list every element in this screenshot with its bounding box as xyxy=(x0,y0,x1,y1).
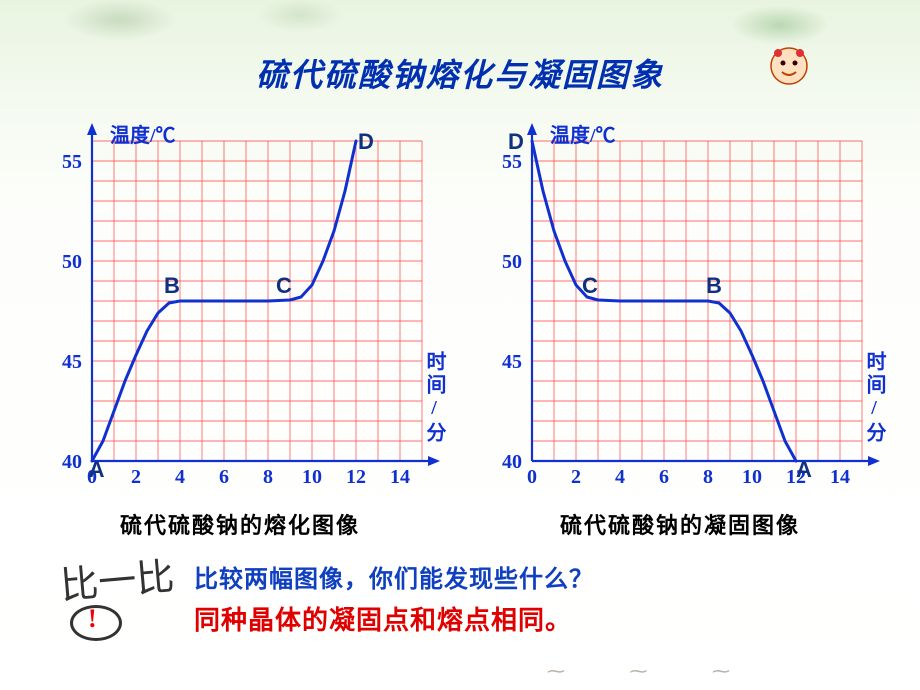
svg-text:温度/℃: 温度/℃ xyxy=(110,123,176,147)
compare-badge: 比一比 xyxy=(60,550,174,645)
svg-text:45: 45 xyxy=(502,351,522,373)
svg-text:A: A xyxy=(89,457,105,482)
svg-text:14: 14 xyxy=(830,466,850,488)
svg-text:C: C xyxy=(276,273,292,298)
svg-text:10: 10 xyxy=(742,466,762,488)
svg-text:40: 40 xyxy=(502,451,522,473)
melting-chart-block: 0246810121440455055温度/℃时间/分ABCD 硫代硫酸钠的熔化… xyxy=(30,121,450,540)
svg-text:B: B xyxy=(706,273,722,298)
svg-text:50: 50 xyxy=(62,251,82,273)
charts-container: 0 2 4 6 8 10 12 14 40 45 50 55 温度/℃ 时间/分 A B C D 硫代硫酸钠的熔化… xyxy=(0,96,920,545)
svg-text:45: 45 xyxy=(62,351,82,373)
answer-text: 同种晶体的凝固点和熔点相同。 xyxy=(194,600,594,637)
svg-text:C: C xyxy=(582,273,598,298)
decorative-birds-icon: ⁓ ⁓ ⁓ xyxy=(547,661,760,682)
freezing-chart: 0246810121440455055温度/℃时间/分DCBA xyxy=(470,121,890,501)
svg-text:D: D xyxy=(358,129,374,154)
svg-text:4: 4 xyxy=(615,466,625,488)
svg-text:B: B xyxy=(164,273,180,298)
svg-text:10: 10 xyxy=(302,466,322,488)
svg-text:50: 50 xyxy=(502,251,522,273)
svg-text:8: 8 xyxy=(703,466,713,488)
svg-text:55: 55 xyxy=(62,151,82,173)
melting-chart: 0246810121440455055温度/℃时间/分ABCD xyxy=(30,121,450,501)
melting-caption: 硫代硫酸钠的熔化图像 xyxy=(30,508,450,540)
svg-text:时间/分: 时间/分 xyxy=(423,351,446,445)
svg-text:2: 2 xyxy=(131,466,141,488)
svg-text:6: 6 xyxy=(659,466,669,488)
qa-block: 比较两幅图像，你们能发现些什么？ 同种晶体的凝固点和熔点相同。 xyxy=(194,559,594,637)
cartoon-mascot-icon xyxy=(768,45,810,87)
freezing-caption: 硫代硫酸钠的凝固图像 xyxy=(470,508,890,540)
freezing-chart-block: 0246810121440455055温度/℃时间/分DCBA 硫代硫酸钠的凝固… xyxy=(470,121,890,540)
svg-text:0: 0 xyxy=(527,466,537,488)
svg-text:温度/℃: 温度/℃ xyxy=(550,123,616,147)
svg-text:8: 8 xyxy=(263,466,273,488)
svg-text:4: 4 xyxy=(175,466,185,488)
svg-text:A: A xyxy=(796,457,812,482)
svg-text:D: D xyxy=(508,129,524,154)
svg-text:6: 6 xyxy=(219,466,229,488)
svg-text:12: 12 xyxy=(346,466,366,488)
question-text: 比较两幅图像，你们能发现些什么？ xyxy=(194,559,594,594)
exclamation-icon xyxy=(60,600,130,640)
svg-text:14: 14 xyxy=(390,466,410,488)
comparison-section: 比一比 比较两幅图像，你们能发现些什么？ 同种晶体的凝固点和熔点相同。 xyxy=(0,545,920,645)
svg-text:2: 2 xyxy=(571,466,581,488)
svg-text:40: 40 xyxy=(62,451,82,473)
svg-text:55: 55 xyxy=(502,151,522,173)
svg-text:时间/分: 时间/分 xyxy=(863,351,886,445)
